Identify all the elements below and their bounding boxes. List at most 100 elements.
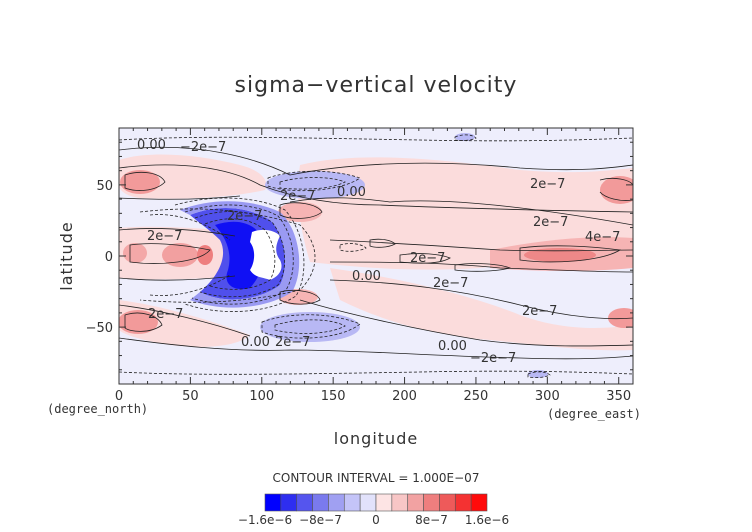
contour-line bbox=[124, 171, 166, 191]
colorbar-swatch bbox=[470, 493, 488, 512]
contour-label: 2e−7 bbox=[227, 209, 262, 224]
y-axis-tick-labels: 50 0 −50 bbox=[86, 179, 113, 336]
contour-line-dashed bbox=[174, 197, 305, 312]
missing-data-area bbox=[250, 229, 282, 280]
contour-line bbox=[119, 275, 236, 281]
contour-label: 2e−7 bbox=[410, 251, 445, 266]
x-tick-label: 50 bbox=[182, 389, 199, 404]
y-tick-label: −50 bbox=[86, 321, 113, 336]
contour-line bbox=[399, 253, 451, 264]
contour-line-dashed bbox=[184, 204, 294, 305]
positive-east-equator-core bbox=[524, 248, 596, 262]
colorbar-swatch bbox=[359, 493, 377, 512]
contour-label: 0.00 bbox=[241, 335, 270, 350]
colorbar-swatch bbox=[423, 493, 440, 512]
contour-line bbox=[119, 195, 241, 200]
contour-line bbox=[454, 263, 512, 272]
positive-east-north-core bbox=[600, 176, 633, 204]
contour-line bbox=[299, 299, 633, 347]
colorbar-swatch bbox=[264, 493, 282, 512]
negative-maritime-rim bbox=[180, 201, 300, 308]
y-tick-label: 0 bbox=[105, 250, 113, 265]
contour-line-dashed bbox=[274, 319, 346, 334]
positive-west-south-core bbox=[119, 310, 158, 334]
y-axis-label: latitude bbox=[57, 221, 76, 290]
contour-line bbox=[369, 238, 396, 248]
contour-line bbox=[119, 304, 251, 337]
colorbar-swatch bbox=[375, 493, 393, 512]
colorbar-swatch bbox=[407, 493, 424, 512]
contour-line bbox=[124, 312, 163, 332]
y-axis-unit: (degree_north) bbox=[47, 402, 148, 416]
contour-line bbox=[279, 290, 321, 305]
contour-line bbox=[329, 261, 633, 273]
contour-line-dashed bbox=[339, 243, 367, 252]
contour-line bbox=[119, 146, 633, 176]
contour-lines bbox=[119, 146, 633, 360]
colorbar-swatch bbox=[439, 493, 456, 512]
positive-equator-west-1 bbox=[123, 243, 147, 263]
colorbar-swatch bbox=[343, 493, 361, 512]
contour-line bbox=[279, 202, 323, 219]
contour-line-dashed bbox=[204, 218, 276, 290]
x-axis-label: longitude bbox=[334, 429, 418, 448]
colorbar-swatch bbox=[328, 493, 345, 512]
colorbar-labels: −1.6e−6 −8e−7 0 8e−7 1.6e−6 bbox=[238, 513, 509, 527]
colorbar-label: −8e−7 bbox=[299, 513, 342, 527]
contour-line bbox=[129, 243, 211, 264]
contour-line-dashed bbox=[119, 370, 633, 375]
x-tick-label: 250 bbox=[464, 389, 489, 404]
x-tick-label: 300 bbox=[535, 389, 560, 404]
contour-label: 0.00 bbox=[137, 138, 166, 153]
plot-area: 0.00 −2e−7 2e−7 2e−7 2e−7 4e−7 0.00 2e−7… bbox=[118, 127, 634, 385]
x-tick-label: 350 bbox=[606, 389, 631, 404]
positive-east-south-core bbox=[608, 308, 633, 328]
contour-line-dashed bbox=[119, 136, 633, 142]
colorbar-label: 1.6e−6 bbox=[465, 513, 509, 527]
contour-label: 2e−7 bbox=[433, 276, 468, 291]
colorbar-label: 8e−7 bbox=[415, 513, 448, 527]
contour-line-dashed bbox=[261, 314, 361, 339]
colorbar-swatch bbox=[312, 493, 329, 512]
contour-label: −2e−7 bbox=[470, 351, 516, 366]
colorbar-label: −1.6e−6 bbox=[238, 513, 292, 527]
contour-line-dashed bbox=[149, 214, 231, 296]
contour-line bbox=[289, 197, 633, 226]
contour-line-dashed bbox=[267, 170, 361, 192]
positive-band-south bbox=[330, 268, 633, 351]
contour-line bbox=[599, 177, 633, 201]
contour-label: 2e−7 bbox=[522, 304, 557, 319]
positive-equator-west-2 bbox=[162, 243, 198, 267]
positive-west-north-core bbox=[120, 170, 160, 194]
contour-interval-note: CONTOUR INTERVAL = 1.000E−07 bbox=[273, 471, 480, 485]
x-axis-unit: (degree_east) bbox=[547, 407, 641, 421]
contour-line bbox=[119, 164, 633, 213]
y-tick-label: 50 bbox=[96, 179, 113, 194]
contour-line bbox=[329, 239, 633, 252]
x-tick-label: 150 bbox=[321, 389, 346, 404]
contour-line-dashed bbox=[139, 208, 316, 303]
contour-label: −2e−7 bbox=[180, 140, 226, 155]
contour-label: 4e−7 bbox=[585, 230, 620, 245]
colorbar-label: 0 bbox=[372, 513, 380, 527]
negative-contours bbox=[119, 134, 633, 378]
colorbar-swatch bbox=[280, 493, 298, 512]
contour-label: 2e−7 bbox=[147, 229, 182, 244]
contour-label: 2e−7 bbox=[530, 177, 565, 192]
chart-title: sigma−vertical velocity bbox=[235, 73, 518, 98]
contour-label: 2e−7 bbox=[148, 307, 183, 322]
contour-line bbox=[119, 337, 633, 360]
contour-label: 2e−7 bbox=[275, 335, 310, 350]
contour-line bbox=[329, 279, 633, 320]
contour-line bbox=[119, 227, 236, 237]
axis-ticks bbox=[118, 128, 633, 384]
contour-line-dashed bbox=[194, 211, 286, 298]
contour-line-dashed bbox=[279, 177, 346, 190]
colorbar-swatch bbox=[296, 493, 313, 512]
contour-line-dashed bbox=[454, 134, 477, 141]
colorbar bbox=[264, 493, 488, 512]
contour-label-group: 0.00 −2e−7 2e−7 2e−7 2e−7 4e−7 0.00 2e−7… bbox=[137, 138, 620, 366]
contour-label: 0.00 bbox=[337, 185, 366, 200]
negative-north-lobe bbox=[265, 171, 365, 199]
